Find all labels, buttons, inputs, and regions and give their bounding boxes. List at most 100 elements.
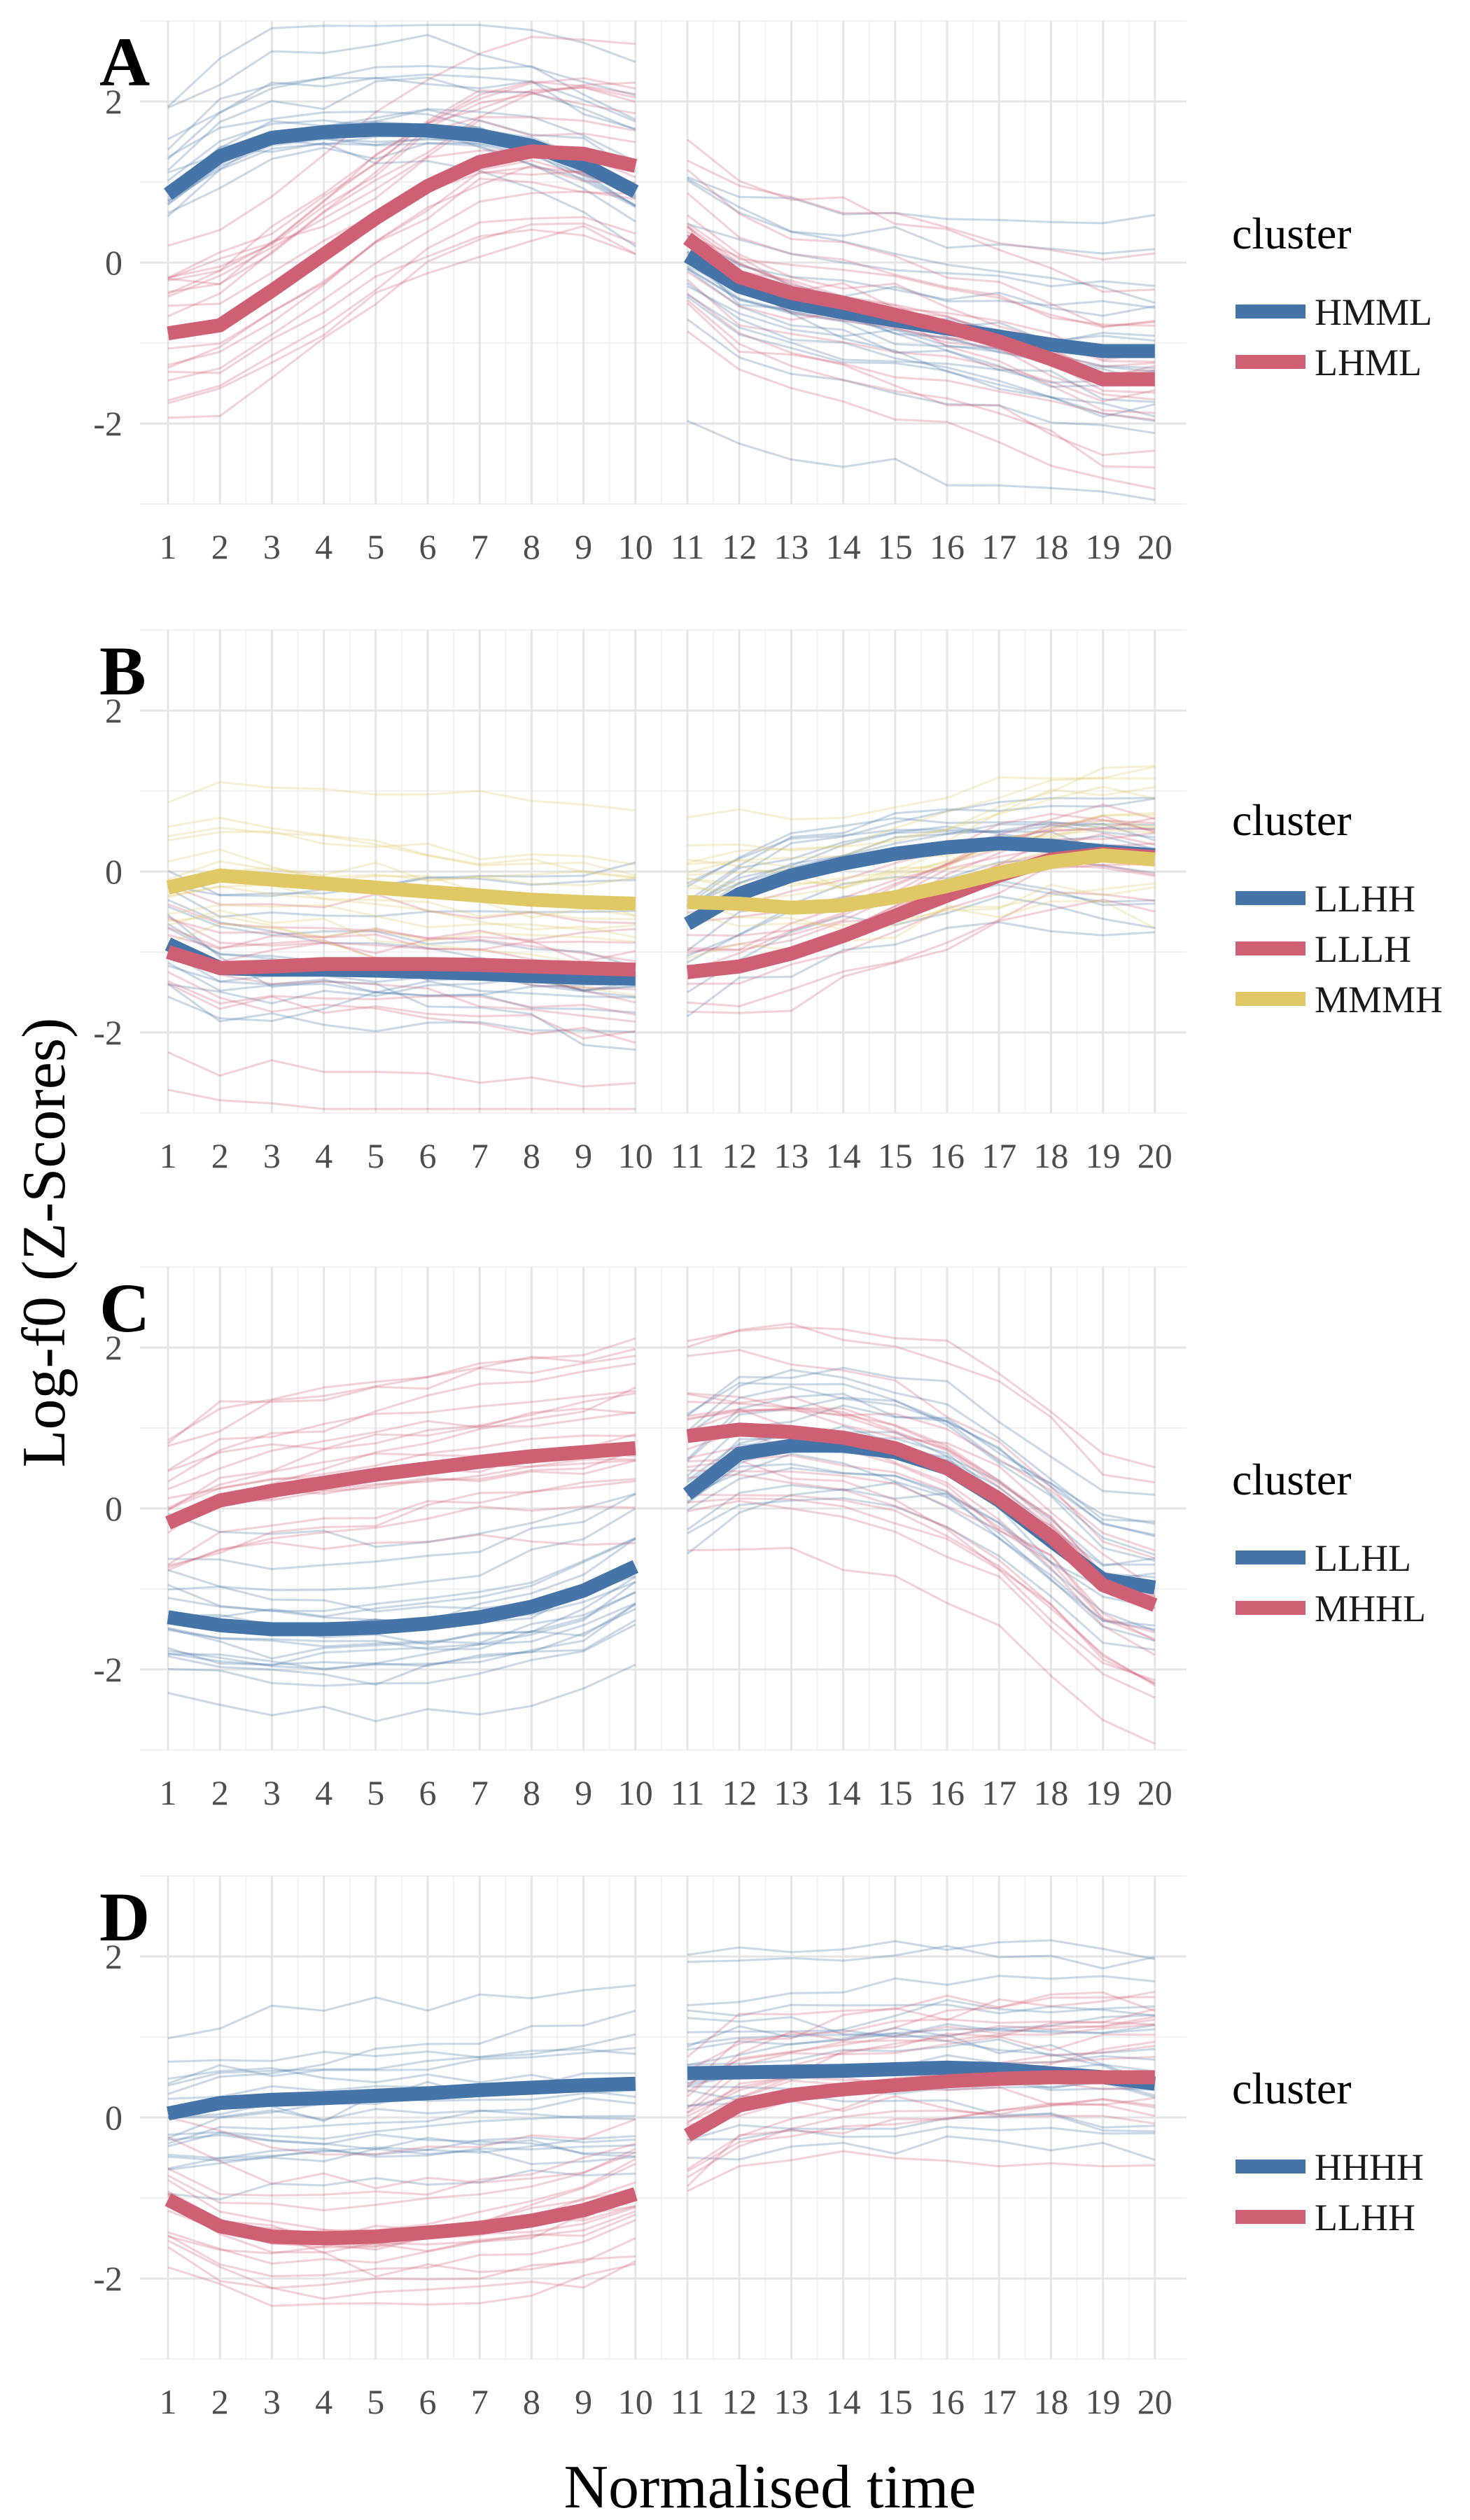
x-tick-label: 12 xyxy=(722,2382,757,2421)
data-point-lllh xyxy=(788,951,794,956)
individual-trajectory xyxy=(687,1998,1155,2048)
individual-trajectory xyxy=(167,918,636,944)
data-point-llhh xyxy=(685,2132,690,2138)
data-point-mmmh xyxy=(477,893,482,899)
individual-trajectory xyxy=(687,293,1156,384)
individual-trajectory xyxy=(687,897,1156,931)
individual-trajectory xyxy=(687,1430,1156,1634)
individual-trajectory xyxy=(167,961,636,1014)
data-point-mhhl xyxy=(788,1429,794,1435)
individual-trajectory xyxy=(167,982,636,1040)
x-tick-label: 20 xyxy=(1138,1773,1172,1812)
individual-trajectory xyxy=(687,2112,1155,2142)
data-point-llhh xyxy=(633,2191,638,2197)
data-point-hmml xyxy=(1152,349,1158,354)
legend-label: LLHL xyxy=(1315,1537,1411,1579)
individual-trajectory xyxy=(167,1348,636,1441)
data-point-mmmh xyxy=(633,901,638,906)
data-point-lhml xyxy=(1152,377,1158,382)
x-tick-label: 11 xyxy=(671,1136,704,1175)
x-tick-label: 7 xyxy=(471,2382,489,2421)
individual-trajectory xyxy=(167,1591,636,1648)
x-tick-label: 7 xyxy=(471,1773,489,1812)
panel-letter: D xyxy=(99,1878,150,1956)
data-point-llhh xyxy=(736,2103,742,2108)
data-point-llhh xyxy=(581,2207,587,2213)
individual-trajectory xyxy=(167,2239,636,2300)
data-point-llhl xyxy=(1152,1585,1158,1590)
data-point-llhh xyxy=(944,845,950,850)
data-point-mhhl xyxy=(1048,1534,1054,1539)
data-point-llhh xyxy=(788,2092,794,2098)
individual-trajectory xyxy=(167,1354,636,1445)
data-point-hmml xyxy=(165,191,171,197)
individual-trajectory xyxy=(687,1497,1156,1651)
data-point-hhhh xyxy=(581,2082,587,2088)
data-point-hmml xyxy=(1048,342,1054,347)
data-point-mhhl xyxy=(581,1450,587,1455)
individual-trajectory xyxy=(687,2125,1155,2141)
x-tick-label: 8 xyxy=(523,527,540,566)
x-tick-label: 8 xyxy=(523,1136,540,1175)
individual-trajectory xyxy=(167,2033,636,2063)
data-point-llhh xyxy=(944,2078,950,2084)
individual-trajectory xyxy=(687,1366,1155,1496)
individual-trajectory xyxy=(167,1492,636,1548)
individual-trajectory xyxy=(167,933,636,963)
data-point-mhhl xyxy=(321,1480,327,1485)
data-point-llhl xyxy=(269,1627,274,1632)
data-point-llhh xyxy=(841,2087,846,2092)
data-point-hmml xyxy=(633,189,638,195)
individual-trajectory xyxy=(687,2014,1155,2066)
data-point-hhhh xyxy=(217,2100,223,2106)
individual-trajectory xyxy=(687,822,1155,920)
individual-trajectory xyxy=(687,2038,1155,2066)
individual-trajectory xyxy=(167,1608,636,1667)
data-point-mmmh xyxy=(1100,853,1106,858)
individual-trajectory xyxy=(687,1392,1156,1598)
data-point-lhml xyxy=(996,339,1002,344)
data-point-lllh xyxy=(477,962,482,967)
individual-trajectory xyxy=(687,890,1155,1007)
data-point-llhl xyxy=(425,1620,430,1626)
individual-trajectory xyxy=(167,982,636,1022)
data-point-llhh xyxy=(165,2197,171,2202)
x-tick-label: 20 xyxy=(1138,1136,1172,1175)
individual-trajectory xyxy=(687,268,1155,388)
data-point-lhml xyxy=(581,151,587,157)
data-point-mhhl xyxy=(1100,1582,1106,1588)
individual-trajectory xyxy=(167,81,636,318)
legend: cluster LLHH LLLH MMMH xyxy=(1232,795,1443,1021)
y-tick-label: 2 xyxy=(105,1937,122,1976)
individual-trajectory xyxy=(687,1431,1155,1566)
individual-trajectory xyxy=(687,2029,1155,2073)
individual-trajectory xyxy=(687,1945,1156,1970)
data-point-hhhh xyxy=(528,2085,534,2090)
data-point-hhhh xyxy=(633,2081,638,2087)
x-tick-label: 15 xyxy=(878,1136,913,1175)
individual-trajectory xyxy=(167,816,636,880)
data-point-lhml xyxy=(269,288,274,293)
individual-trajectory xyxy=(687,177,1155,255)
individual-trajectory xyxy=(687,237,1155,309)
individual-trajectory xyxy=(167,1623,636,1687)
individual-trajectory xyxy=(687,2033,1155,2110)
x-tick-label: 18 xyxy=(1033,1773,1068,1812)
individual-trajectory xyxy=(167,2237,636,2290)
data-point-mhhl xyxy=(165,1520,171,1526)
individual-trajectory xyxy=(167,1536,636,1612)
y-tick-label: -2 xyxy=(93,2259,122,2298)
data-point-llhl xyxy=(321,1627,327,1632)
individual-trajectory xyxy=(167,228,636,374)
x-tick-label: 12 xyxy=(722,1773,757,1812)
individual-trajectory xyxy=(167,73,636,141)
legend-title: cluster xyxy=(1232,795,1352,845)
data-point-lhml xyxy=(373,216,379,221)
data-point-lhml xyxy=(788,290,794,296)
legend-label: LLHH xyxy=(1315,878,1415,920)
individual-trajectory xyxy=(687,192,1155,327)
individual-trajectory xyxy=(687,1499,1156,1699)
x-tick-label: 17 xyxy=(981,1136,1016,1175)
x-tick-label: 17 xyxy=(981,2382,1016,2421)
